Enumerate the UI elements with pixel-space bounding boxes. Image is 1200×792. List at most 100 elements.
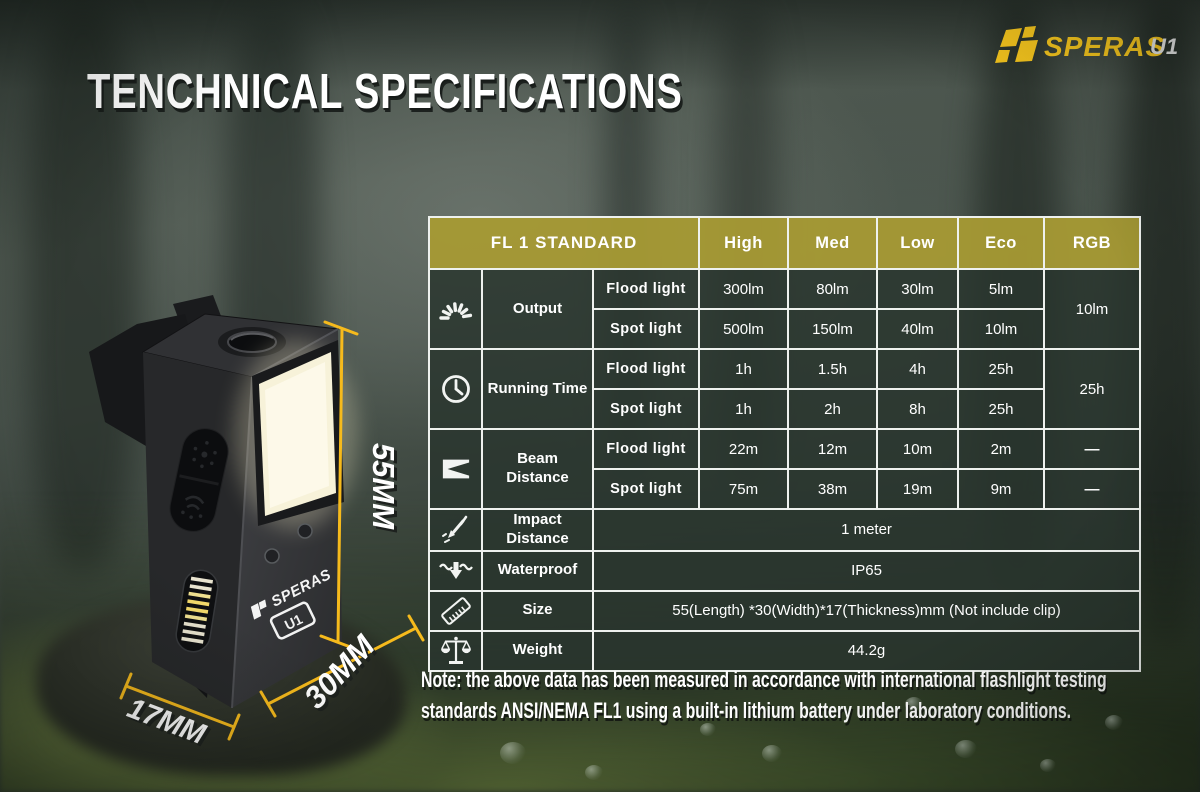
value-cell: 4h: [876, 348, 959, 390]
side-buttons: [169, 428, 229, 532]
brand-logo-text: SPERAS: [1044, 31, 1165, 62]
product-illustration: SPERAS U1: [89, 295, 425, 754]
note-line-2: standards ANSI/NEMA FL1 using a built-in…: [421, 698, 1072, 723]
row-label-weight: Weight: [481, 629, 594, 672]
sub-label: Flood light: [592, 348, 700, 390]
value-cell: 19m: [876, 468, 959, 510]
sub-label: Flood light: [592, 428, 700, 470]
brand-logo: SPERAS U1: [992, 24, 1182, 77]
size-icon-cell: [428, 589, 483, 632]
brand-logo-graphic: SPERAS U1: [995, 26, 1178, 63]
page-title: TENCHNICAL SPECIFICATIONS: [87, 65, 683, 119]
column-header-high: High: [698, 216, 789, 270]
value-cell-weight: 44.2g: [592, 629, 1141, 672]
value-cell: 1.5h: [787, 348, 878, 390]
output-icon: [438, 302, 472, 320]
device-model-text: U1: [282, 611, 305, 633]
water-droplet: [762, 745, 782, 762]
sub-label: Spot light: [592, 388, 700, 430]
size-icon: [440, 596, 471, 625]
cob-panel: [234, 340, 358, 530]
value-cell: 150lm: [787, 308, 878, 350]
waterproof-icon: [438, 561, 473, 579]
device-model-badge: U1: [269, 601, 316, 640]
spot-button-icon: [184, 495, 205, 505]
running-time-icon-cell: [428, 348, 483, 430]
value-cell-dash: —: [1043, 468, 1141, 510]
column-header-rgb: RGB: [1043, 216, 1141, 270]
height-dimension-line: [336, 328, 344, 644]
water-droplet: [585, 765, 603, 780]
value-cell: 500lm: [698, 308, 789, 350]
value-cell: 1h: [698, 348, 789, 390]
value-cell: 25h: [957, 388, 1045, 430]
sensor-hole: [264, 548, 280, 564]
sub-label: Flood light: [592, 268, 700, 310]
device-logo-mark-icon: [250, 603, 262, 620]
note-line-1: Note: the above data has been measured i…: [421, 667, 1107, 692]
value-cell: 80lm: [787, 268, 878, 310]
row-label-running-time: Running Time: [481, 348, 594, 430]
value-cell-size: 55(Length) *30(Width)*17(Thickness)mm (N…: [592, 589, 1141, 632]
value-cell: 300lm: [698, 268, 789, 310]
value-cell: 12m: [787, 428, 878, 470]
flood-button-icon: [201, 451, 208, 458]
tree-trunk: [28, 0, 138, 571]
value-cell-impact: 1 meter: [592, 508, 1141, 552]
note-text: Note: the above data has been measured i…: [421, 664, 1107, 726]
value-cell: 10lm: [957, 308, 1045, 350]
sub-label: Spot light: [592, 308, 700, 350]
value-cell: 1h: [698, 388, 789, 430]
value-cell: 25h: [957, 348, 1045, 390]
dimension-lines: [119, 320, 425, 741]
height-dimension-label: 55MM: [366, 443, 401, 530]
row-label-impact-distance: Impact Distance: [481, 508, 594, 552]
value-cell: 30lm: [876, 268, 959, 310]
battery-indicator: [175, 569, 219, 653]
value-cell: 2h: [787, 388, 878, 430]
row-label-waterproof: Waterproof: [481, 549, 594, 592]
weight-icon: [440, 636, 471, 664]
value-cell: 75m: [698, 468, 789, 510]
running-time-icon: [441, 375, 470, 403]
row-label-output: Output: [481, 268, 594, 350]
water-droplet: [905, 697, 923, 712]
sub-label: Spot light: [592, 468, 700, 510]
column-header-med: Med: [787, 216, 878, 270]
beam-distance-icon: [442, 459, 469, 479]
row-label-beam-distance: Beam Distance: [481, 428, 594, 510]
weight-icon-cell: [428, 629, 483, 672]
brand-model-text: U1: [1150, 34, 1178, 59]
value-cell: 40lm: [876, 308, 959, 350]
value-cell: 2m: [957, 428, 1045, 470]
lens-icon: [227, 331, 277, 353]
value-cell-waterproof: IP65: [592, 549, 1141, 592]
value-cell: 5lm: [957, 268, 1045, 310]
waterproof-icon-cell: [428, 549, 483, 592]
value-cell: 22m: [698, 428, 789, 470]
water-droplet: [1040, 759, 1056, 772]
width-dimension-line: [266, 626, 418, 706]
value-cell-rgb: 25h: [1043, 348, 1141, 430]
sensor-hole: [297, 523, 313, 539]
column-header-eco: Eco: [957, 216, 1045, 270]
value-cell: 38m: [787, 468, 878, 510]
beam-distance-icon-cell: [428, 428, 483, 510]
value-cell: 8h: [876, 388, 959, 430]
water-droplet: [500, 742, 526, 764]
speras-logo-mark-icon: [995, 26, 1038, 63]
svg-text:55MM: 55MM: [369, 446, 404, 533]
output-icon-cell: [428, 268, 483, 350]
water-droplet: [700, 723, 716, 736]
value-cell-dash: —: [1043, 428, 1141, 470]
spec-table: FL 1 STANDARD High Med Low Eco RGB Outpu…: [428, 216, 1141, 672]
value-cell: 10m: [876, 428, 959, 470]
row-label-size: Size: [481, 589, 594, 632]
value-cell: 9m: [957, 468, 1045, 510]
column-header-low: Low: [876, 216, 959, 270]
impact-icon-cell: [428, 508, 483, 552]
table-header-standard: FL 1 STANDARD: [428, 216, 700, 270]
thickness-dimension-line: [124, 684, 236, 729]
impact-icon: [441, 515, 467, 543]
value-cell-rgb: 10lm: [1043, 268, 1141, 350]
